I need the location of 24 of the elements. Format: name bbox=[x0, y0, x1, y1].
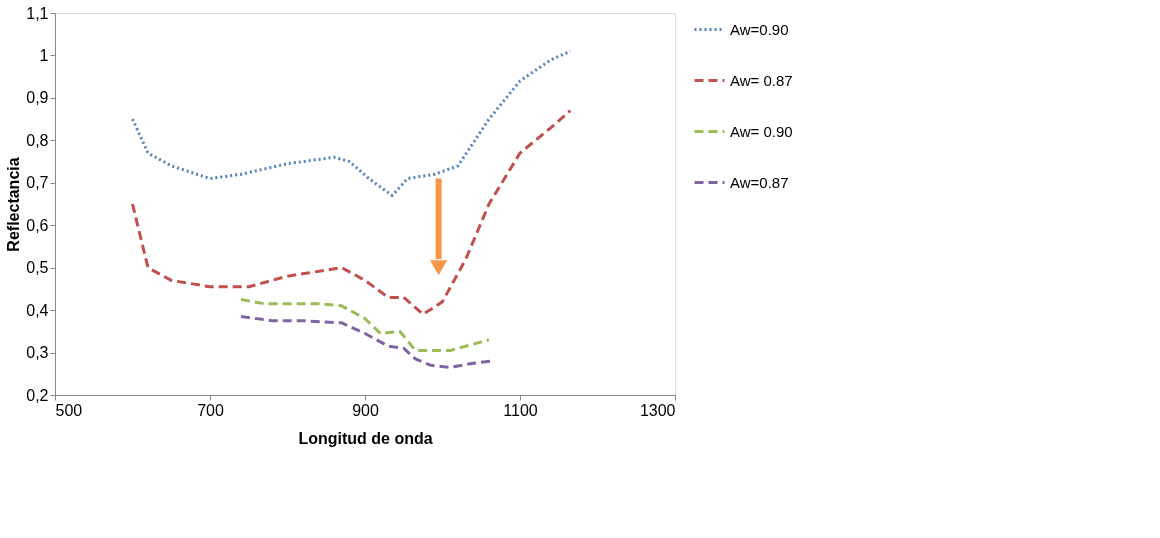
line-series bbox=[239, 298, 491, 352]
x-tick-label: 900 bbox=[352, 401, 379, 419]
y-tick-label: 0,6 bbox=[26, 216, 49, 234]
y-tick-label: 0,9 bbox=[26, 89, 49, 107]
x-axis-title: Longitud de onda bbox=[298, 429, 433, 447]
y-tick-label: 1,1 bbox=[26, 4, 49, 22]
legend-label: Aw=0.90 bbox=[730, 20, 789, 38]
x-tick-label: 500 bbox=[55, 401, 83, 419]
y-axis-title: Reflectancia bbox=[5, 157, 23, 252]
x-tick-label: 1100 bbox=[503, 401, 538, 419]
y-tick-label: 0,4 bbox=[26, 301, 49, 319]
y-tick-label: 1 bbox=[39, 46, 49, 64]
y-tick-label: 0,3 bbox=[26, 344, 49, 362]
y-tick-label: 0,2 bbox=[26, 386, 49, 404]
legend-label: Aw=0.87 bbox=[730, 173, 789, 191]
legend-label: Aw= 0.90 bbox=[730, 122, 793, 140]
y-tick-label: 0,5 bbox=[26, 259, 49, 277]
x-tick-label: 1300 bbox=[639, 401, 676, 419]
x-tick-label: 700 bbox=[197, 401, 224, 419]
line-series bbox=[131, 109, 572, 316]
y-tick-label: 0,7 bbox=[26, 174, 49, 192]
line-series bbox=[131, 49, 572, 198]
legend-label: Aw= 0.87 bbox=[730, 71, 793, 89]
y-tick-label: 0,8 bbox=[26, 131, 49, 149]
